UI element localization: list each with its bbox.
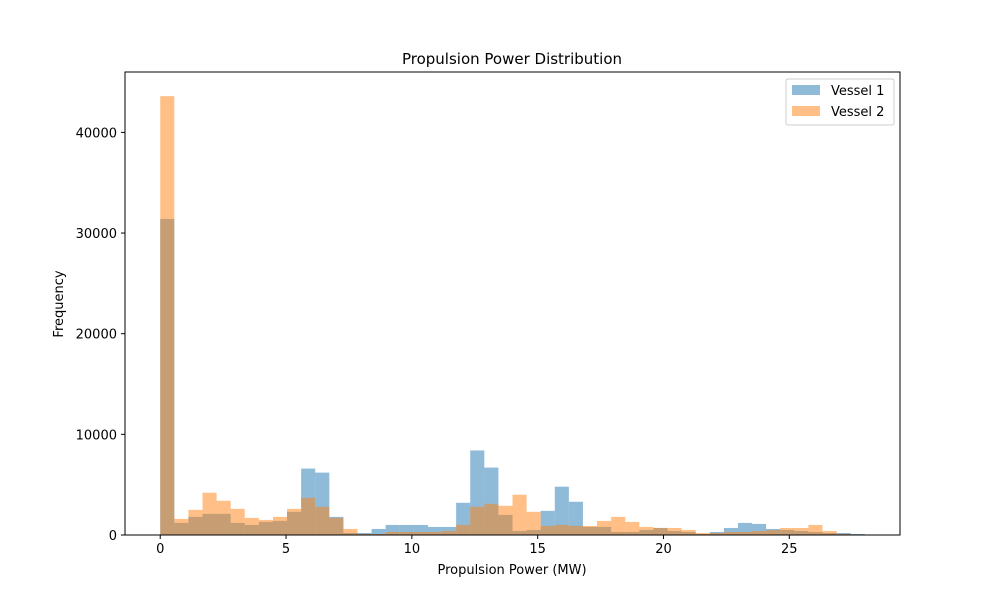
histogram-bar <box>723 527 738 535</box>
histogram-bar <box>780 527 795 535</box>
histogram-bar <box>766 529 781 535</box>
x-tick-label: 0 <box>156 542 164 557</box>
histogram-bar <box>540 525 555 535</box>
histogram-bar <box>526 511 541 535</box>
histogram-bar <box>329 517 344 535</box>
y-tick-label: 40000 <box>76 126 117 141</box>
histogram-bar <box>413 524 428 535</box>
histogram-bar <box>427 526 443 535</box>
series-2-bars <box>160 96 851 535</box>
y-tick-label: 20000 <box>76 328 117 343</box>
histogram-bar <box>752 530 767 535</box>
histogram-bar <box>174 518 189 535</box>
x-tick-label: 20 <box>655 542 672 557</box>
legend-swatch-vessel-1 <box>792 85 820 95</box>
histogram-bar <box>723 531 738 535</box>
histogram-bar <box>582 525 598 535</box>
histogram-bar <box>597 520 612 535</box>
histogram-bar <box>498 505 513 535</box>
histogram-bar <box>427 531 443 535</box>
histogram-bar <box>850 533 865 535</box>
x-tick-label: 25 <box>781 542 798 557</box>
histogram-bar <box>385 524 400 535</box>
histogram-bar <box>808 524 823 535</box>
histogram-bar <box>258 519 273 535</box>
histogram-bar <box>188 509 203 535</box>
legend-label-vessel-1: Vessel 1 <box>831 84 884 99</box>
histogram-bar <box>399 531 414 535</box>
histogram-bar <box>667 527 682 535</box>
y-tick-label: 0 <box>109 529 117 544</box>
y-axis-ticks: 0 10000 20000 30000 40000 <box>76 126 125 544</box>
histogram-bar <box>272 516 288 535</box>
y-tick-label: 10000 <box>76 428 117 443</box>
histogram-bar <box>160 96 175 535</box>
histogram-bar <box>554 524 569 535</box>
y-tick-label: 30000 <box>76 227 117 242</box>
histogram-bar <box>737 531 753 535</box>
x-tick-label: 10 <box>404 542 421 557</box>
histogram-bar <box>456 524 471 535</box>
plot-area-frame <box>124 71 901 536</box>
histogram-bar <box>470 506 485 535</box>
histogram-bar <box>611 516 626 535</box>
histogram-bar <box>413 531 428 535</box>
histogram-bar <box>709 532 724 535</box>
histogram-bar <box>794 527 809 535</box>
histogram-bar <box>371 533 386 535</box>
x-axis-ticks: 0 5 10 15 20 25 <box>156 535 798 557</box>
histogram-bar <box>512 494 527 535</box>
histogram-bar <box>287 508 302 535</box>
histogram-bar <box>315 506 330 535</box>
histogram-bar <box>695 532 710 535</box>
histogram-bar <box>568 525 583 535</box>
histogram-bar <box>752 523 767 535</box>
histogram-bar <box>202 492 217 535</box>
histogram-bar <box>399 524 414 535</box>
x-tick-label: 5 <box>282 542 290 557</box>
histogram-bar <box>625 521 640 535</box>
histogram-bar <box>301 497 316 535</box>
histogram-bar <box>639 526 654 535</box>
histogram-bar <box>385 531 400 535</box>
histogram-bar <box>484 503 499 535</box>
histogram-bar <box>681 529 696 535</box>
histogram-bar <box>653 527 668 535</box>
series-1-bars <box>160 218 865 535</box>
histogram-bar <box>230 508 245 535</box>
chart-title: Propulsion Power Distribution <box>402 50 622 68</box>
histogram-bar <box>822 530 837 535</box>
histogram-bar <box>244 517 259 535</box>
histogram-bar <box>442 526 457 535</box>
x-tick-label: 15 <box>529 542 546 557</box>
histogram-bar <box>357 533 372 535</box>
histogram-bar <box>343 528 358 535</box>
x-axis-label: Propulsion Power (MW) <box>437 563 586 578</box>
bars-layer <box>160 96 865 535</box>
legend: Vessel 1 Vessel 2 <box>785 78 895 126</box>
histogram-bar <box>554 486 569 535</box>
legend-swatch-vessel-2 <box>792 106 820 116</box>
y-axis-label: Frequency <box>52 270 67 337</box>
histogram-bar <box>371 528 386 535</box>
histogram-bar <box>836 533 851 535</box>
histogram-bar <box>216 500 231 535</box>
histogram-bar <box>442 530 457 535</box>
legend-label-vessel-2: Vessel 2 <box>831 105 884 120</box>
